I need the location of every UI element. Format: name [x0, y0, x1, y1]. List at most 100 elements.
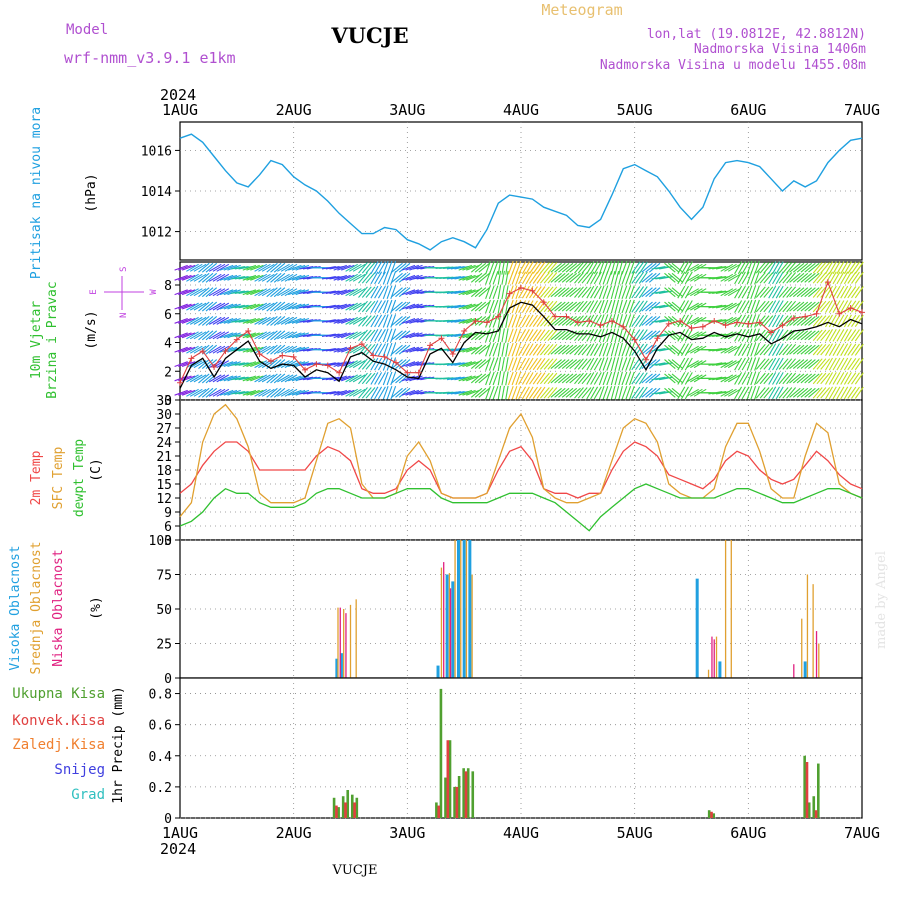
- wind-arrow: [174, 332, 188, 339]
- wind-arrow: [395, 287, 407, 298]
- wind-arrow: [345, 316, 358, 325]
- wind-arrow: [808, 330, 820, 341]
- wind-arrow: [216, 331, 230, 340]
- x-tick-label-bottom: 4AUG: [503, 824, 539, 842]
- wind-arrow: [659, 391, 673, 395]
- wind-arrow: [778, 343, 789, 356]
- x-tick-label-top: 4AUG: [503, 101, 539, 119]
- wind-arrow: [174, 274, 188, 281]
- wind-arrow: [532, 300, 542, 313]
- wind-arrow: [398, 330, 411, 341]
- wind-arrow: [405, 264, 419, 271]
- wind-arrow: [273, 315, 286, 326]
- wind-arrow: [518, 357, 527, 371]
- wind-arrow: [778, 372, 789, 385]
- wind-arrow: [507, 314, 514, 328]
- footer-station: VUCJE: [332, 863, 378, 878]
- wind-arrow: [550, 387, 562, 398]
- wind-arrow: [186, 316, 199, 325]
- wind-arrow: [558, 315, 570, 326]
- precip-conv-bar: [814, 810, 818, 818]
- wind-arrow: [539, 343, 550, 356]
- wind-arrow: [525, 386, 534, 400]
- wind-arrow: [734, 343, 743, 356]
- wind-arrow: [223, 317, 238, 324]
- wind-arrow: [851, 300, 860, 313]
- wind-arrow: [789, 344, 801, 355]
- wind-arrow: [614, 342, 620, 357]
- wind-arrow: [273, 272, 286, 283]
- wind-arrow: [529, 357, 538, 371]
- wind-arrow: [291, 317, 306, 324]
- wind-arrow: [485, 328, 491, 343]
- wind-arrow: [377, 271, 386, 285]
- wind-arrow: [349, 263, 362, 272]
- precip-conv-bar: [344, 802, 347, 818]
- wind-arrow: [462, 264, 476, 271]
- compass-s: S: [119, 267, 129, 272]
- wind-arrow: [816, 315, 827, 327]
- gust-marker: [859, 309, 865, 316]
- wind-arrow: [386, 342, 393, 357]
- wind-arrow: [832, 261, 841, 275]
- y-tick-label: 0: [164, 812, 172, 827]
- wind-arrow: [690, 345, 703, 354]
- wind-arrow: [277, 316, 290, 325]
- wind-arrow: [223, 274, 238, 281]
- wind-arrow: [614, 285, 620, 300]
- wind-arrow: [708, 265, 723, 270]
- precip-total-bar: [707, 810, 711, 818]
- wind-arrow: [828, 343, 837, 356]
- wind-arrow: [507, 261, 514, 275]
- wind-arrow: [497, 385, 502, 400]
- wind-arrow: [462, 346, 476, 353]
- y-tick-label: 18: [156, 464, 172, 479]
- wind-arrow: [796, 301, 809, 312]
- wind-arrow: [536, 386, 546, 399]
- wind-arrow: [246, 289, 260, 296]
- wind-arrow: [755, 343, 766, 356]
- wind-arrow: [800, 387, 813, 398]
- wind-arrow: [254, 374, 268, 383]
- wind-arrow: [374, 271, 383, 285]
- wind-arrow: [667, 387, 680, 398]
- wind-arrow: [299, 304, 314, 309]
- wind-arrow: [401, 361, 416, 368]
- wind-arrow: [792, 287, 805, 298]
- wind-arrow: [501, 270, 505, 285]
- wind-arrow: [374, 343, 383, 356]
- wind-arrow: [234, 319, 249, 323]
- wind-arrow: [651, 290, 666, 294]
- wind-arrow: [539, 358, 550, 370]
- wind-arrow: [370, 357, 379, 371]
- wind-arrow: [273, 262, 286, 273]
- gust-marker: [245, 328, 252, 334]
- wind-arrow: [659, 319, 673, 323]
- wind-arrow: [325, 376, 340, 381]
- precip-legend-1: Konvek.Kisa: [12, 713, 105, 729]
- wind-arrow: [193, 331, 207, 340]
- wind-arrow: [525, 271, 534, 285]
- wind-arrow: [625, 328, 632, 343]
- wind-arrow: [174, 264, 188, 271]
- wind-arrow: [574, 387, 584, 399]
- precip-total-bar: [812, 796, 816, 818]
- wind-arrow: [586, 300, 595, 313]
- wind-arrow: [800, 287, 813, 298]
- wind-arrow: [337, 332, 351, 339]
- y-tick-label: 12: [156, 492, 172, 507]
- wind-arrow: [258, 374, 271, 383]
- wind-arrow: [618, 299, 623, 314]
- wind-arrow: [851, 372, 860, 385]
- wind-arrow: [602, 357, 609, 371]
- wind-arrow: [796, 330, 809, 341]
- wind-arrow: [598, 357, 605, 371]
- wind-arrow: [684, 343, 693, 356]
- wind-arrow: [299, 362, 314, 366]
- wind-arrow: [686, 345, 699, 354]
- wind-arrow: [586, 357, 595, 371]
- wind-arrow: [485, 357, 491, 371]
- wind-arrow: [536, 372, 546, 385]
- wind-arrow: [488, 371, 495, 386]
- wind-arrow: [602, 342, 609, 357]
